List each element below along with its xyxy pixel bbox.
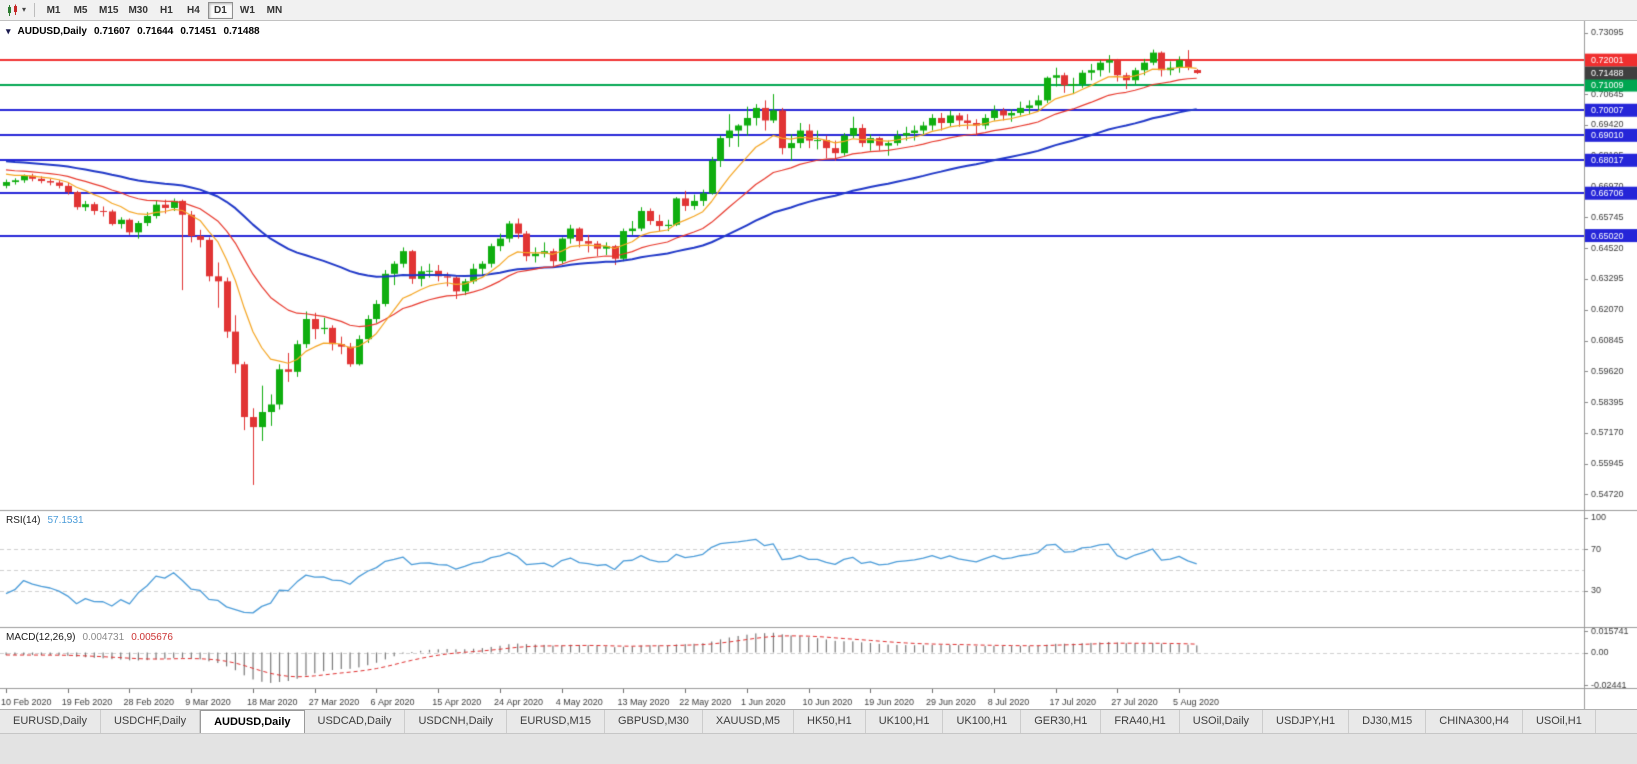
timeframe-button-H1[interactable]: H1 — [160, 4, 173, 16]
price-chart-canvas[interactable] — [0, 21, 1637, 709]
timeframe-button-M15[interactable]: M15 — [99, 4, 119, 16]
chart-tab-XAUUSD-M5[interactable]: XAUUSD,M5 — [703, 710, 795, 733]
chart-tab-EURUSD-Daily[interactable]: EURUSD,Daily — [0, 710, 101, 733]
chart-tab-USDJPY-H1[interactable]: USDJPY,H1 — [1263, 710, 1350, 733]
chart-tab-USDCNH-Daily[interactable]: USDCNH,Daily — [405, 710, 508, 733]
chart-type-button[interactable]: ▾ — [3, 3, 29, 18]
chart-tab-HK50-H1[interactable]: HK50,H1 — [794, 710, 866, 733]
status-bar — [0, 733, 1637, 764]
timeframe-button-W1[interactable]: W1 — [239, 4, 255, 16]
chart-tab-GBPUSD-M30[interactable]: GBPUSD,M30 — [605, 710, 703, 733]
chart-tab-GER30-H1[interactable]: GER30,H1 — [1021, 710, 1102, 733]
chart-tab-AUDUSD-Daily[interactable]: AUDUSD,Daily — [200, 710, 305, 733]
chart-tab-USDCHF-Daily[interactable]: USDCHF,Daily — [101, 710, 201, 733]
timeframe-toolbar: M1 M5 M15 M30 H1 H4 D1 W1 MN — [40, 1, 288, 19]
chart-tabs-bar: EURUSD,Daily USDCHF,Daily AUDUSD,Daily USDC… — [0, 709, 1637, 733]
timeframe-button-D1[interactable]: D1 — [207, 1, 233, 19]
toolbar-separator — [34, 3, 36, 17]
chart-tab-FRA40-H1[interactable]: FRA40,H1 — [1101, 710, 1180, 733]
candlestick-chart-icon — [6, 4, 20, 17]
top-toolbar: ▾ M1 M5 M15 M30 H1 H4 D1 W1 MN — [0, 0, 1637, 21]
chart-tab-USOil-H1[interactable]: USOil,H1 — [1523, 710, 1596, 733]
timeframe-button-MN[interactable]: MN — [266, 4, 283, 16]
chevron-down-icon: ▾ — [22, 5, 27, 14]
chart-tab-USOil-Daily[interactable]: USOil,Daily — [1180, 710, 1264, 733]
chart-tab-CHINA300-H4[interactable]: CHINA300,H4 — [1426, 710, 1523, 733]
timeframe-button-M5[interactable]: M5 — [73, 4, 88, 16]
chart-tab-EURUSD-M15[interactable]: EURUSD,M15 — [507, 710, 605, 733]
timeframe-button-M1[interactable]: M1 — [46, 4, 61, 16]
chart-window: ▾ AUDUSD,Daily 0.71607 0.71644 0.71451 0… — [0, 21, 1637, 709]
chart-tab-UK100-H1[interactable]: UK100,H1 — [866, 710, 944, 733]
chart-tab-DJ30-M15[interactable]: DJ30,M15 — [1349, 710, 1427, 733]
timeframe-button-H4[interactable]: H4 — [187, 4, 200, 16]
timeframe-button-M30[interactable]: M30 — [128, 4, 148, 16]
chart-tab-USDCAD-Daily[interactable]: USDCAD,Daily — [305, 710, 406, 733]
chart-tab-UK100-H1[interactable]: UK100,H1 — [943, 710, 1022, 733]
